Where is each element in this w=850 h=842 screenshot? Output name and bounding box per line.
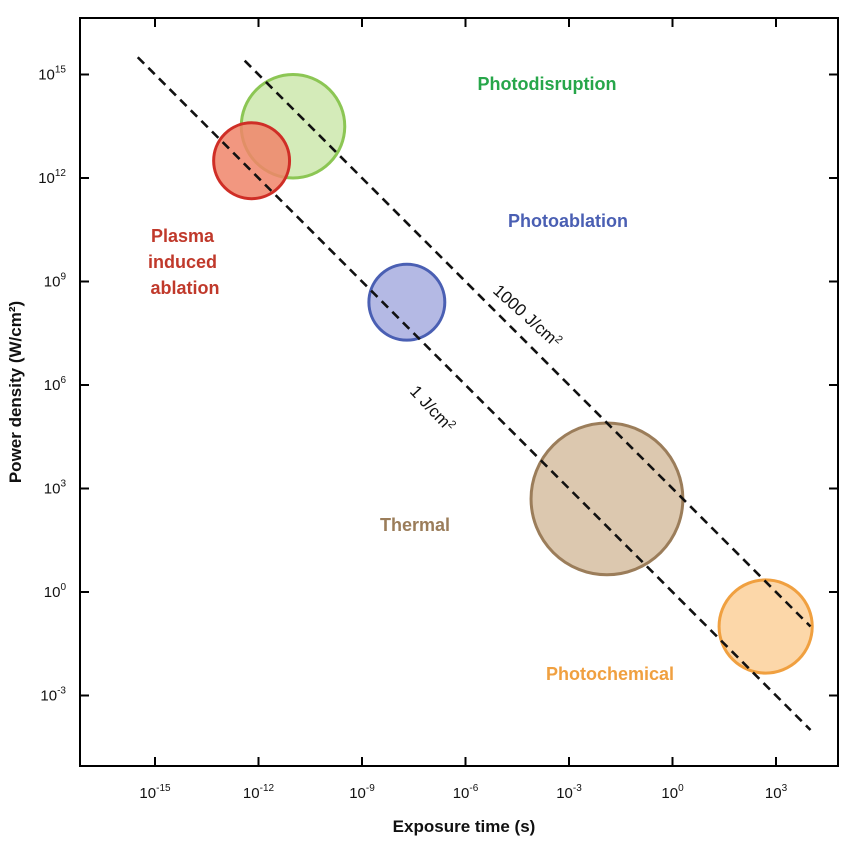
reference-line-1000-j-per-cm2: [243, 59, 812, 628]
region-photochemical: [717, 578, 814, 675]
y-tick-label: 106: [44, 375, 67, 394]
y-axis-title: Power density (W/cm²): [6, 301, 25, 483]
y-tick-label: 103: [44, 479, 67, 498]
label-plasma-line1: Plasma: [151, 226, 215, 246]
y-tick-label: 1012: [38, 168, 66, 187]
regions-layer: [212, 73, 814, 675]
label-photoablation: Photoablation: [508, 211, 628, 231]
reference-line-1-j-per-cm2: [136, 56, 812, 731]
label-1000-j-main: 1000 J/cm: [489, 281, 560, 348]
region-thermal: [529, 421, 685, 577]
y-tick-label: 1015: [38, 65, 66, 84]
label-thermal: Thermal: [380, 515, 450, 535]
y-tick-label: 109: [44, 272, 67, 291]
x-tick-label: 10-3: [556, 783, 582, 802]
x-tick-label: 103: [765, 783, 788, 802]
label-photochemical: Photochemical: [546, 664, 674, 684]
ticks-layer: 10-15 10-12 10-9 10-6 10-3 100 103 10-3 100 103 10…: [38, 18, 838, 802]
label-photodisruption: Photodisruption: [478, 74, 617, 94]
x-tick-label: 10-6: [453, 783, 479, 802]
y-tick-label: 10-3: [40, 686, 66, 705]
x-axis-title: Exposure time (s): [393, 817, 536, 836]
region-plasma-induced-ablation: [212, 121, 292, 201]
reference-lines-layer: [136, 56, 812, 731]
x-tick-label: 10-9: [349, 783, 375, 802]
label-1-j-per-cm2: 1 J/cm2: [406, 382, 458, 436]
x-tick-label: 10-12: [243, 783, 275, 802]
label-plasma-induced-ablation: Plasma induced ablation: [148, 226, 222, 298]
label-plasma-line3: ablation: [150, 278, 219, 298]
region-photoablation: [367, 262, 447, 342]
x-tick-label: 100: [661, 783, 684, 802]
plot-frame: [79, 17, 839, 767]
label-plasma-line2: induced: [148, 252, 217, 272]
y-tick-label: 100: [44, 582, 67, 601]
x-tick-label: 10-15: [139, 783, 171, 802]
